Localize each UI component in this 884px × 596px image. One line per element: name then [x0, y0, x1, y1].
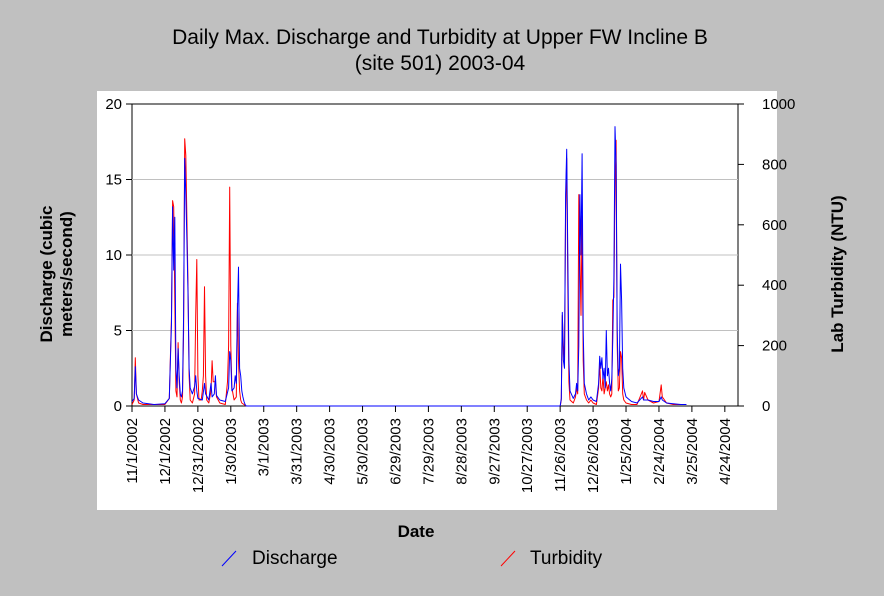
legend-turbidity-label: Turbidity: [530, 548, 603, 569]
x-tick-label: 10/27/2003: [519, 418, 536, 493]
legend: Discharge Turbidity: [221, 548, 603, 569]
y-left-tick-label: 20: [105, 96, 122, 113]
y-right-tick-label: 200: [762, 338, 787, 355]
x-tick-label: 9/27/2003: [486, 418, 503, 485]
y-left-tick-label: 10: [105, 247, 122, 264]
x-tick-label: 7/29/2003: [420, 418, 437, 485]
x-tick-label: 11/26/2003: [552, 418, 569, 492]
x-tick-label: 3/31/2003: [289, 418, 306, 485]
y-right-tick-label: 1000: [762, 96, 795, 113]
y-left-tick-label: 5: [114, 323, 122, 340]
x-tick-label: 5/30/2003: [355, 418, 372, 485]
x-tick-label: 12/26/2003: [585, 418, 602, 493]
y-left-tick-label: 0: [114, 398, 122, 415]
series-line-discharge: [131, 126, 687, 407]
y-right-tick-label: 0: [762, 398, 770, 415]
x-tick-label: 4/24/2004: [717, 418, 734, 485]
y-axis-left-label-line1: Discharge (cubic: [37, 206, 56, 343]
x-tick-label: 1/25/2004: [618, 418, 635, 485]
y-axis-left-label-line2: meters/second): [57, 211, 76, 337]
x-tick-label: 2/24/2004: [651, 418, 668, 485]
x-tick-label: 11/1/2002: [124, 418, 141, 484]
x-tick-label: 3/25/2004: [684, 418, 701, 485]
legend-turbidity-swatch: [500, 550, 516, 567]
chart-title-line1: Daily Max. Discharge and Turbidity at Up…: [172, 26, 708, 49]
x-axis-label: Date: [398, 522, 435, 541]
chart-title-line2: (site 501) 2003-04: [355, 52, 526, 75]
x-tick-label: 6/29/2003: [387, 418, 404, 485]
x-tick-label: 12/1/2002: [157, 418, 174, 485]
y-left-tick-label: 15: [105, 172, 122, 189]
series-group: [131, 126, 687, 407]
grid-lines: [132, 179, 738, 331]
y-axis-right-label: Lab Turbidity (NTU): [828, 195, 847, 352]
x-tick-label: 8/28/2003: [453, 418, 470, 485]
x-tick-label: 4/30/2003: [322, 418, 339, 485]
x-tick-label: 12/31/2002: [190, 418, 207, 493]
y-right-tick-label: 800: [762, 156, 787, 173]
y-right-tick-label: 400: [762, 277, 787, 294]
legend-discharge-swatch: [221, 550, 237, 567]
x-tick-label: 1/30/2003: [223, 418, 240, 485]
legend-discharge-label: Discharge: [252, 548, 338, 569]
x-tick-label: 3/1/2003: [256, 418, 273, 476]
y-right-tick-label: 600: [762, 217, 787, 234]
